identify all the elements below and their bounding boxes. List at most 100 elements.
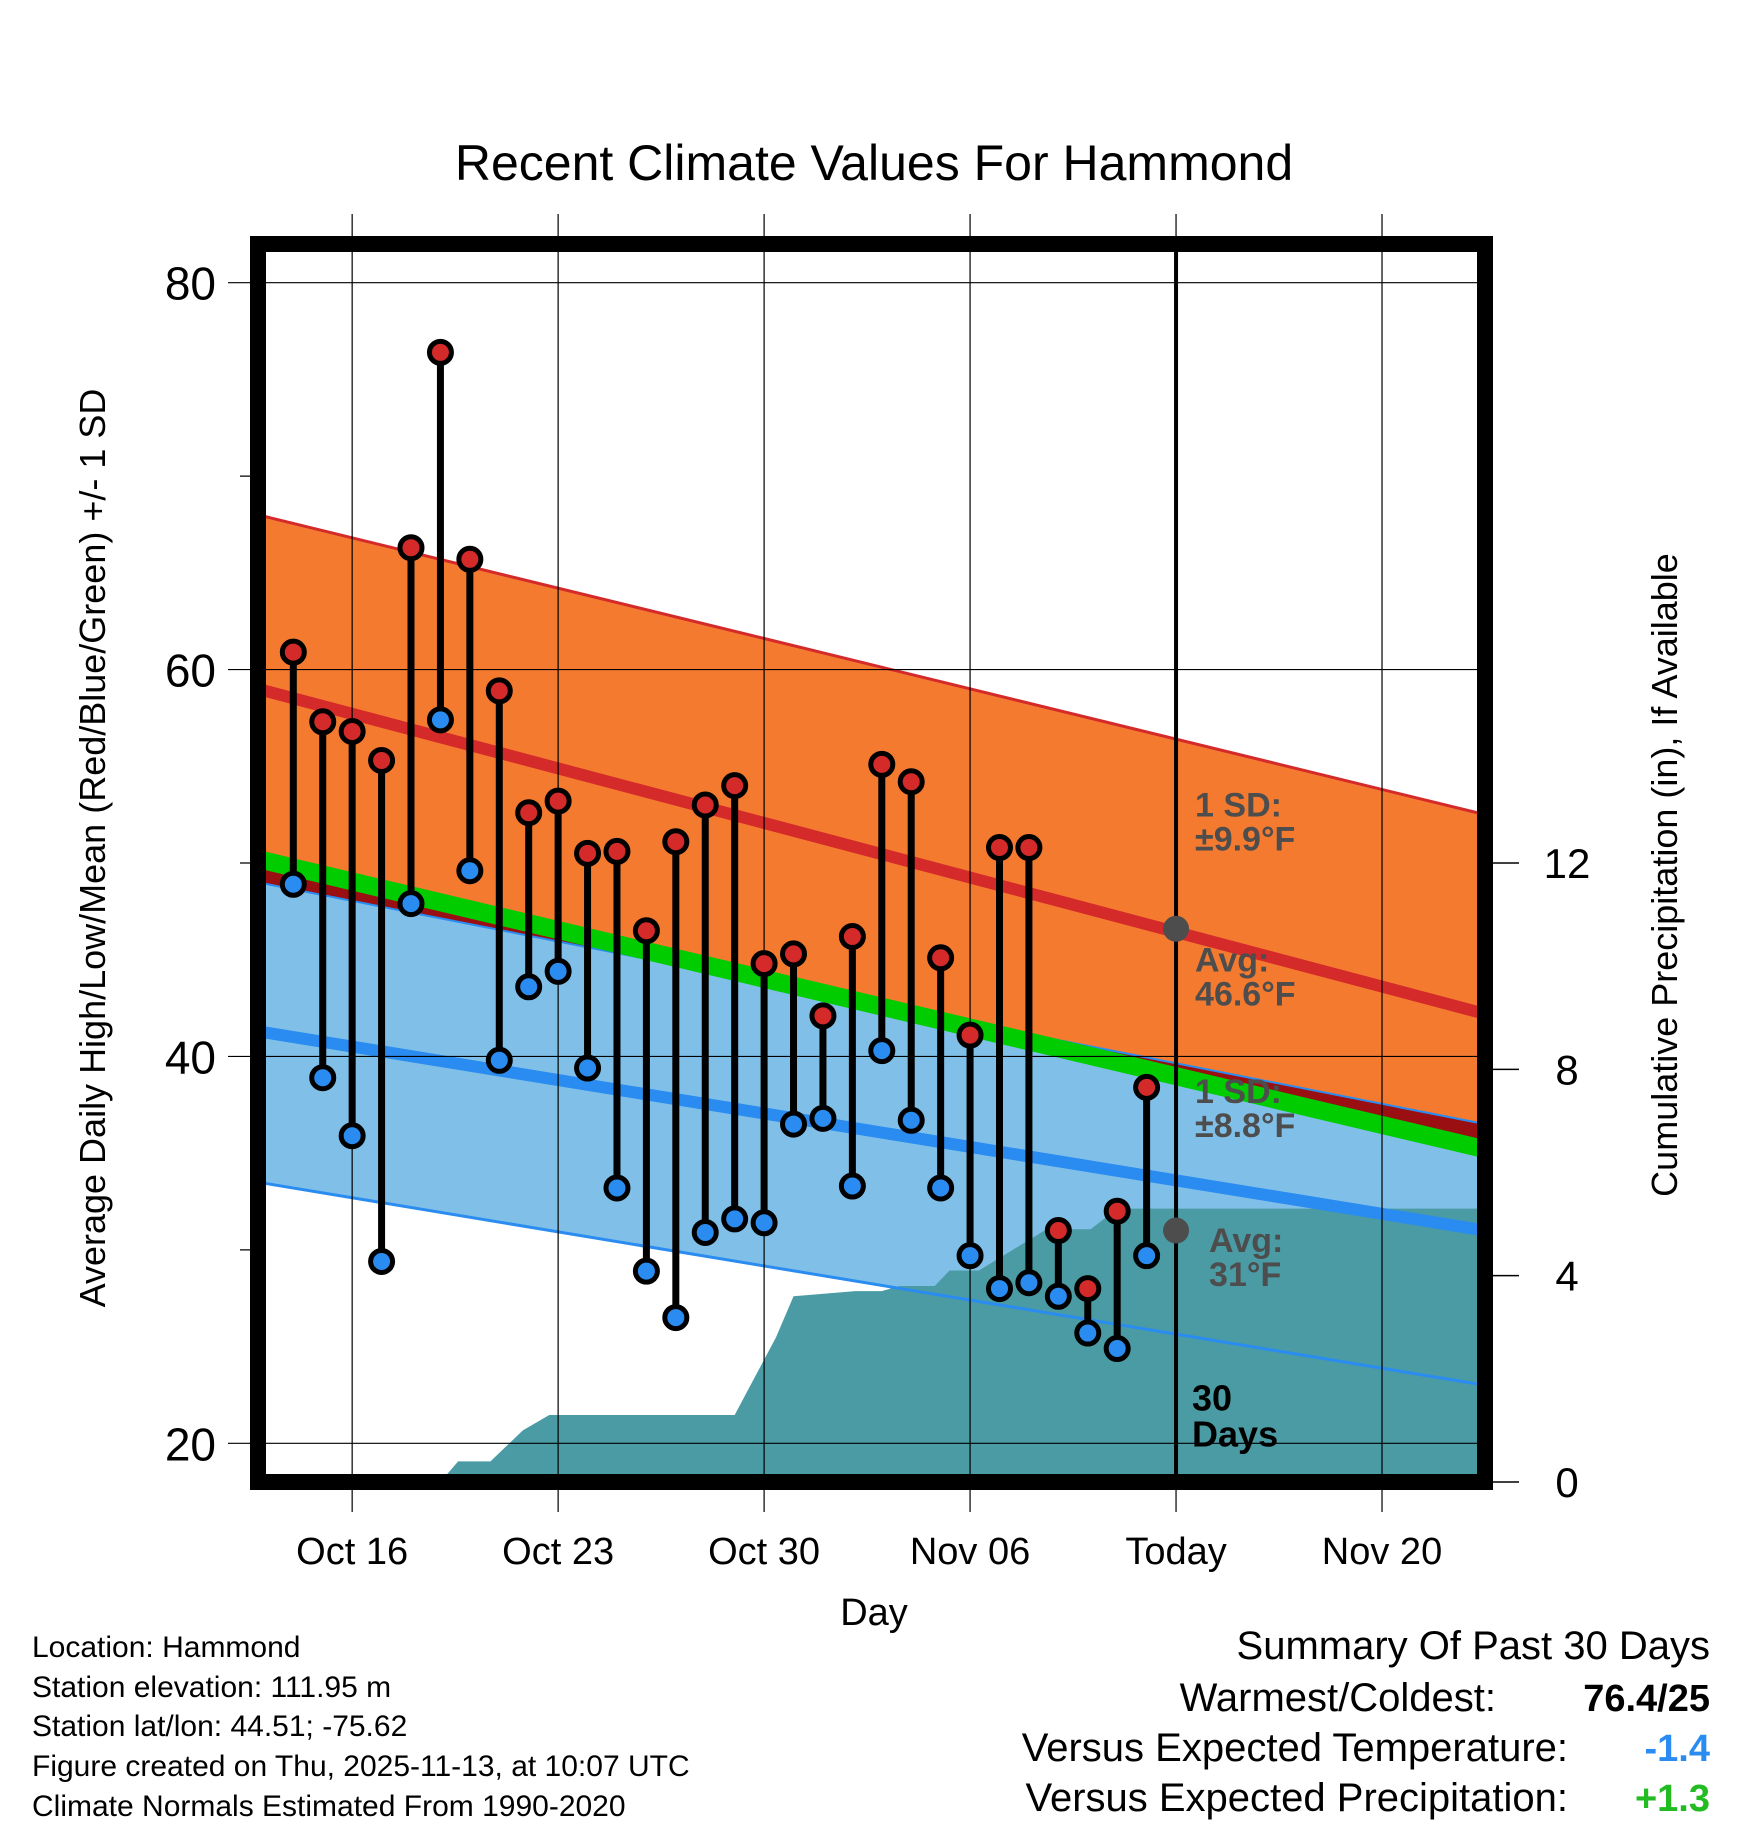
high-temp-point — [985, 834, 1013, 862]
high-temp-point — [897, 768, 925, 796]
summary-temp-value: -1.4 — [1644, 1728, 1710, 1770]
footer-elevation: Station elevation: 111.95 m — [32, 1671, 392, 1704]
low-temp-point — [956, 1242, 984, 1270]
high-normal-line — [256, 683, 1487, 1020]
high-temp-point — [1015, 834, 1043, 862]
y-tick-label: 40 — [165, 1031, 216, 1083]
low-temp-point — [368, 1247, 396, 1275]
low-temp-point — [603, 1174, 631, 1202]
high-avg-label: Avg: 46.6°F — [1195, 941, 1296, 1013]
y-axis-label: Average Daily High/Low/Mean (Red/Blue/Gr… — [72, 389, 113, 1308]
high-sd-band — [258, 514, 1485, 1125]
x-tick-label: Nov 20 — [1322, 1531, 1442, 1573]
high-temp-point — [279, 638, 307, 666]
high-temp-point — [721, 772, 749, 800]
footer-created: Figure created on Thu, 2025-11-13, at 10… — [32, 1750, 690, 1783]
x-tick-label: Oct 16 — [296, 1531, 408, 1573]
y2-tick-label: 4 — [1555, 1253, 1578, 1300]
high-temp-point — [1103, 1197, 1131, 1225]
low-avg-label: Avg: 31°F — [1209, 1222, 1283, 1294]
y2-tick-label: 12 — [1544, 840, 1591, 887]
summary-warm-cold-label: Warmest/Coldest: — [1179, 1676, 1496, 1720]
high-temp-point — [515, 799, 543, 827]
low-temp-point — [721, 1205, 749, 1233]
low-temp-point — [426, 706, 454, 734]
high-temp-point — [309, 708, 337, 736]
low-temp-point — [750, 1209, 778, 1237]
y-tick-label: 20 — [165, 1418, 216, 1470]
today-low-normal-marker — [1163, 1217, 1190, 1244]
low-temp-point — [456, 857, 484, 885]
summary-title: Summary Of Past 30 Days — [1236, 1624, 1710, 1668]
y-tick-label: 80 — [165, 258, 216, 310]
high-temp-point — [397, 534, 425, 562]
low-temp-point — [279, 870, 307, 898]
high-temp-point — [574, 839, 602, 867]
footer-latlon: Station lat/lon: 44.51; -75.62 — [32, 1710, 408, 1743]
high-temp-point — [338, 717, 366, 745]
high-temp-point — [485, 677, 513, 705]
high-temp-point — [1044, 1217, 1072, 1245]
precipitation-area — [440, 1208, 1485, 1482]
low-temp-point — [544, 957, 572, 985]
footer-location: Location: Hammond — [32, 1631, 301, 1664]
high-temp-point — [1133, 1073, 1161, 1101]
y-tick-label: 60 — [165, 645, 216, 697]
footer-normals-period: Climate Normals Estimated From 1990-2020 — [32, 1790, 626, 1823]
high-temp-point — [544, 787, 572, 815]
low-temp-point — [1103, 1335, 1131, 1363]
low-temp-point — [1044, 1282, 1072, 1310]
high-temp-point — [750, 950, 778, 978]
low-sd-lower-line — [257, 1180, 1486, 1387]
x-tick-label: Nov 06 — [910, 1531, 1030, 1573]
low-temp-point — [662, 1304, 690, 1332]
low-sd-label: 1 SD: ±8.8°F — [1195, 1073, 1295, 1145]
high-temp-point — [780, 940, 808, 968]
low-temp-point — [868, 1037, 896, 1065]
high-temp-point — [1074, 1275, 1102, 1303]
summary-warm-cold-value: 76.4/25 — [1583, 1678, 1710, 1720]
x-axis-label: Day — [840, 1592, 908, 1634]
x-tick-label: Today — [1125, 1531, 1226, 1573]
low-temp-point — [897, 1106, 925, 1134]
mean-normal-line — [255, 850, 1488, 1159]
high-temp-point — [368, 746, 396, 774]
summary-precip-value: +1.3 — [1634, 1778, 1710, 1820]
today-high-normal-marker — [1163, 915, 1190, 942]
summary-temp-label: Versus Expected Temperature: — [1021, 1726, 1568, 1770]
high-temp-point — [632, 917, 660, 945]
high-temp-point — [691, 791, 719, 819]
high-temp-point — [456, 545, 484, 573]
chart-title: Recent Climate Values For Hammond — [455, 135, 1293, 191]
low-temp-point — [809, 1104, 837, 1132]
low-temp-point — [632, 1257, 660, 1285]
high-temp-point — [927, 944, 955, 972]
low-normal-line — [257, 1025, 1486, 1237]
high-sd-label: 1 SD: ±9.9°F — [1195, 787, 1295, 859]
low-temp-point — [780, 1110, 808, 1138]
low-temp-point — [574, 1054, 602, 1082]
y2-axis-label: Cumulative Precipitation (in), If Availa… — [1644, 553, 1685, 1197]
low-temp-point — [485, 1046, 513, 1074]
low-temp-point — [985, 1275, 1013, 1303]
low-temp-point — [1015, 1269, 1043, 1297]
low-temp-point — [927, 1174, 955, 1202]
high-temp-point — [662, 828, 690, 856]
y2-tick-label: 8 — [1555, 1046, 1578, 1093]
summary-precip-label: Versus Expected Precipitation: — [1025, 1776, 1568, 1820]
low-temp-point — [838, 1172, 866, 1200]
low-temp-point — [1074, 1319, 1102, 1347]
x-tick-label: Oct 30 — [708, 1531, 820, 1573]
high-temp-point — [838, 923, 866, 951]
y2-tick-label: 0 — [1555, 1459, 1578, 1506]
low-temp-point — [1133, 1242, 1161, 1270]
low-temp-point — [515, 973, 543, 1001]
high-temp-point — [956, 1021, 984, 1049]
days-label: 30 Days — [1192, 1377, 1278, 1454]
high-temp-point — [868, 750, 896, 778]
high-temp-point — [603, 837, 631, 865]
low-temp-point — [309, 1064, 337, 1092]
high-temp-point — [809, 1002, 837, 1030]
high-temp-point — [426, 338, 454, 366]
